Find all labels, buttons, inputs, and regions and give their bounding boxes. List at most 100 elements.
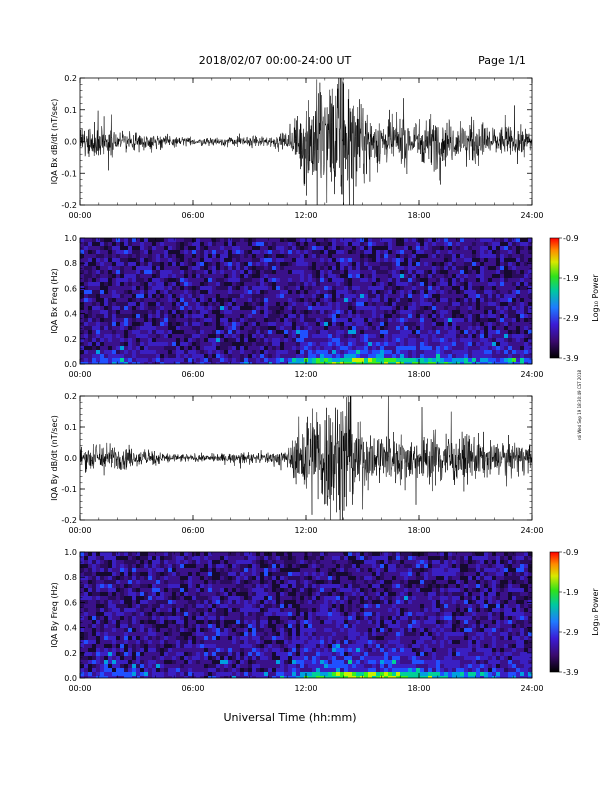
spectrogram-cell: [460, 346, 464, 350]
spectrogram-cell: [92, 254, 96, 258]
spectrogram-cell: [392, 282, 396, 286]
spectrogram-cell: [176, 314, 180, 318]
spectrogram-cell: [128, 644, 132, 648]
spectrogram-cell: [204, 640, 208, 644]
spectrogram-cell: [264, 664, 268, 668]
spectrogram-cell: [236, 262, 240, 266]
spectrogram-cell: [288, 306, 292, 310]
spectrogram-cell: [116, 564, 120, 568]
spectrogram-cell: [456, 334, 460, 338]
spectrogram-cell: [200, 250, 204, 254]
spectrogram-cell: [292, 572, 296, 576]
spectrogram-cell: [188, 318, 192, 322]
spectrogram-cell: [220, 560, 224, 564]
spectrogram-cell: [184, 278, 188, 282]
spectrogram-cell: [460, 294, 464, 298]
spectrogram-cell: [108, 608, 112, 612]
spectrogram-cell: [480, 278, 484, 282]
spectrogram-cell: [216, 600, 220, 604]
spectrogram-cell: [96, 556, 100, 560]
spectrogram-cell: [240, 556, 244, 560]
spectrogram-cell: [140, 636, 144, 640]
spectrogram-cell: [292, 576, 296, 580]
spectrogram-cell: [284, 552, 288, 556]
y-tick-label: 0.4: [64, 310, 77, 319]
spectrogram-cell: [272, 242, 276, 246]
spectrogram-cell: [80, 608, 84, 612]
spectrogram-cell: [176, 354, 180, 358]
spectrogram-cell: [420, 258, 424, 262]
spectrogram-cell: [120, 350, 124, 354]
spectrogram-cell: [408, 358, 412, 362]
spectrogram-cell: [180, 250, 184, 254]
spectrogram-cell: [148, 628, 152, 632]
spectrogram-cell: [124, 620, 128, 624]
spectrogram-cell: [224, 290, 228, 294]
spectrogram-cell: [404, 294, 408, 298]
spectrogram-cell: [196, 644, 200, 648]
spectrogram-cell: [232, 314, 236, 318]
spectrogram-cell: [124, 274, 128, 278]
spectrogram-cell: [148, 668, 152, 672]
spectrogram-cell: [264, 644, 268, 648]
spectrogram-cell: [420, 342, 424, 346]
spectrogram-cell: [252, 270, 256, 274]
spectrogram-cell: [356, 342, 360, 346]
spectrogram-cell: [124, 238, 128, 242]
spectrogram-cell: [132, 644, 136, 648]
spectrogram-cell: [204, 592, 208, 596]
spectrogram-cell: [132, 556, 136, 560]
spectrogram-cell: [144, 246, 148, 250]
y-axis-label: IQA By dB/dt (nT/sec): [50, 415, 59, 501]
spectrogram-cell: [396, 310, 400, 314]
spectrogram-cell: [340, 326, 344, 330]
spectrogram-cell: [444, 326, 448, 330]
spectrogram-cell: [208, 612, 212, 616]
spectrogram-cell: [244, 334, 248, 338]
spectrogram-cell: [208, 652, 212, 656]
spectrogram-cell: [208, 632, 212, 636]
spectrogram-cell: [84, 350, 88, 354]
spectrogram-cell: [176, 302, 180, 306]
spectrogram-cell: [128, 318, 132, 322]
spectrogram-cell: [360, 246, 364, 250]
spectrogram-cell: [164, 250, 168, 254]
spectrogram-cell: [216, 302, 220, 306]
spectrogram-cell: [488, 294, 492, 298]
spectrogram-cell: [500, 342, 504, 346]
spectrogram-cell: [492, 330, 496, 334]
spectrogram-cell: [104, 262, 108, 266]
spectrogram-cell: [240, 644, 244, 648]
spectrogram-cell: [192, 612, 196, 616]
spectrogram-cell: [240, 250, 244, 254]
spectrogram-cell: [264, 302, 268, 306]
spectrogram-cell: [336, 334, 340, 338]
spectrogram-cell: [156, 302, 160, 306]
spectrogram-cell: [368, 310, 372, 314]
spectrogram-cell: [272, 310, 276, 314]
spectrogram-cell: [460, 238, 464, 242]
spectrogram-cell: [252, 242, 256, 246]
spectrogram-cell: [84, 270, 88, 274]
spectrogram-cell: [432, 274, 436, 278]
spectrogram-cell: [380, 278, 384, 282]
spectrogram-cell: [184, 258, 188, 262]
spectrogram-cell: [508, 238, 512, 242]
spectrogram-cell: [180, 600, 184, 604]
spectrogram-cell: [312, 330, 316, 334]
spectrogram-cell: [224, 318, 228, 322]
spectrogram-cell: [168, 592, 172, 596]
spectrogram-cell: [300, 254, 304, 258]
spectrogram-cell: [468, 238, 472, 242]
spectrogram-cell: [288, 262, 292, 266]
spectrogram-cell: [136, 604, 140, 608]
spectrogram-cell: [120, 266, 124, 270]
spectrogram-cell: [264, 620, 268, 624]
spectrogram-cell: [528, 350, 532, 354]
spectrogram-cell: [212, 580, 216, 584]
spectrogram-cell: [124, 286, 128, 290]
spectrogram-cell: [84, 628, 88, 632]
spectrogram-cell: [164, 664, 168, 668]
spectrogram-cell: [80, 278, 84, 282]
spectrogram-cell: [256, 576, 260, 580]
